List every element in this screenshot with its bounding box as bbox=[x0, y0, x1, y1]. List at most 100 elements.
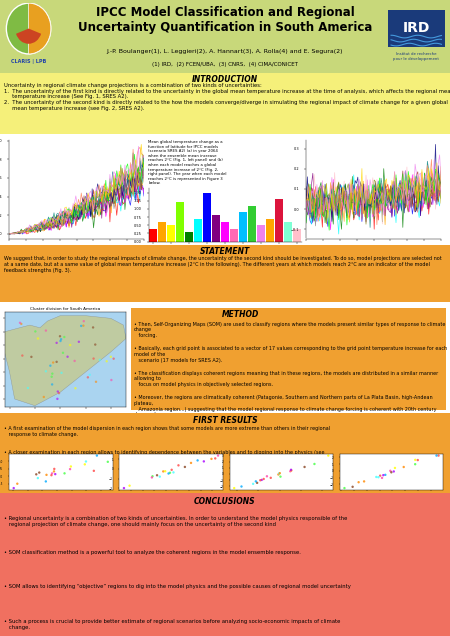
Point bbox=[215, 450, 222, 460]
Text: IRD: IRD bbox=[403, 21, 430, 35]
Text: • Basically, each grid point is associated to a vector of 17 values correspondin: • Basically, each grid point is associat… bbox=[134, 346, 447, 363]
Point bbox=[258, 475, 265, 485]
Point bbox=[90, 466, 98, 476]
Text: • Then, Self-Organizing Maps (SOM) are used to classify regions where the models: • Then, Self-Organizing Maps (SOM) are u… bbox=[134, 322, 445, 338]
Point bbox=[33, 469, 40, 480]
Point bbox=[263, 471, 270, 481]
Point bbox=[160, 466, 167, 476]
Point bbox=[56, 331, 63, 342]
Bar bbox=[230, 228, 238, 242]
Point bbox=[51, 464, 58, 474]
Point bbox=[43, 470, 50, 480]
Text: J.-P. Boulanger(1), L. Leggieri(2), A. Hannart(3), A. Rolla(4) and E. Segura(2): J.-P. Boulanger(1), L. Leggieri(2), A. H… bbox=[107, 49, 343, 53]
Point bbox=[77, 321, 85, 331]
Point bbox=[301, 462, 308, 472]
Point bbox=[67, 340, 74, 350]
Point bbox=[267, 473, 274, 483]
Point bbox=[18, 319, 25, 329]
Point bbox=[90, 354, 97, 364]
Point bbox=[104, 457, 112, 467]
Bar bbox=[293, 228, 301, 242]
Point bbox=[61, 332, 68, 342]
Title: Cluster division for South America: Cluster division for South America bbox=[30, 307, 100, 311]
Bar bbox=[266, 219, 274, 242]
Point bbox=[19, 350, 26, 361]
Text: IPCC Model Classification and Regional
Uncertainty Quantification in South Ameri: IPCC Model Classification and Regional U… bbox=[78, 6, 372, 34]
Bar bbox=[257, 225, 265, 242]
Text: • SOM allows to identifying “objective” regions to dig into the model physics an: • SOM allows to identifying “objective” … bbox=[4, 584, 351, 590]
Point bbox=[311, 459, 318, 469]
Point bbox=[49, 379, 56, 389]
Point bbox=[380, 470, 387, 480]
Bar bbox=[176, 202, 184, 242]
Point bbox=[208, 453, 215, 464]
Bar bbox=[167, 225, 175, 242]
Bar bbox=[212, 216, 220, 242]
Text: We suggest that, in order to study the regional impacts of climate change, the u: We suggest that, in order to study the r… bbox=[4, 256, 442, 273]
Point bbox=[260, 474, 267, 484]
Point bbox=[28, 352, 35, 362]
Point bbox=[49, 468, 56, 478]
Point bbox=[435, 450, 442, 460]
Point bbox=[103, 356, 110, 366]
Point bbox=[200, 456, 207, 466]
Bar bbox=[203, 193, 211, 242]
Point bbox=[414, 455, 421, 465]
Point bbox=[42, 476, 50, 487]
Bar bbox=[284, 222, 292, 242]
Bar bbox=[388, 10, 445, 46]
Point bbox=[72, 383, 79, 393]
Point bbox=[412, 455, 419, 465]
Text: • Regional uncertainty is a combination of two kinds of uncertainties. In order : • Regional uncertainty is a combination … bbox=[4, 516, 348, 527]
Text: • Moreover, the regions are climatically coherent (Patagonie, Southern and North: • Moreover, the regions are climatically… bbox=[134, 395, 436, 423]
Point bbox=[250, 479, 257, 489]
Point bbox=[92, 340, 99, 350]
Bar bbox=[239, 212, 247, 242]
Point bbox=[349, 481, 356, 492]
Polygon shape bbox=[4, 315, 126, 406]
Point bbox=[238, 481, 245, 492]
Point bbox=[81, 459, 88, 469]
Text: Uncertainty in regional climate change projections is a combination of two kinds: Uncertainty in regional climate change p… bbox=[4, 83, 450, 111]
Bar bbox=[275, 199, 283, 242]
Text: • A first examination of the model dispersion in each region shows that some mod: • A first examination of the model dispe… bbox=[4, 426, 331, 437]
Point bbox=[355, 477, 362, 487]
Text: INTRODUCTION: INTRODUCTION bbox=[192, 75, 258, 84]
Point bbox=[93, 450, 100, 460]
Point bbox=[387, 466, 394, 476]
Text: CONCLUSIONS: CONCLUSIONS bbox=[194, 497, 256, 506]
Point bbox=[58, 334, 65, 344]
Point bbox=[194, 455, 201, 466]
Point bbox=[212, 453, 219, 464]
Text: • Such a process is crucial to provide better estimate of regional scenarios bef: • Such a process is crucial to provide b… bbox=[4, 619, 341, 630]
Text: • A closer examination in each region allows to identifying dependence between t: • A closer examination in each region al… bbox=[4, 450, 325, 460]
Point bbox=[82, 457, 90, 467]
Point bbox=[253, 478, 261, 488]
Point bbox=[53, 338, 60, 348]
Point bbox=[64, 352, 71, 362]
Point bbox=[53, 357, 60, 367]
Point bbox=[50, 357, 57, 368]
Text: (1) IRD,  (2) FCEN/UBA,  (3) CNRS,  (4) CIMA/CONICET: (1) IRD, (2) FCEN/UBA, (3) CNRS, (4) CIM… bbox=[152, 62, 298, 67]
Point bbox=[165, 469, 172, 479]
Point bbox=[80, 316, 87, 326]
Point bbox=[86, 370, 93, 380]
Point bbox=[68, 461, 75, 471]
Point bbox=[54, 394, 61, 404]
Point bbox=[90, 322, 97, 333]
Point bbox=[47, 361, 54, 371]
Point bbox=[341, 483, 348, 493]
Point bbox=[149, 471, 156, 481]
Point bbox=[67, 464, 74, 474]
Point bbox=[277, 471, 284, 481]
Point bbox=[14, 479, 21, 489]
Point bbox=[49, 369, 56, 379]
Point bbox=[188, 458, 195, 468]
Point bbox=[388, 467, 395, 478]
Point bbox=[42, 366, 50, 377]
Point bbox=[288, 466, 295, 476]
Bar bbox=[185, 232, 193, 242]
Point bbox=[108, 375, 115, 385]
Point bbox=[181, 462, 189, 472]
Circle shape bbox=[6, 3, 51, 54]
